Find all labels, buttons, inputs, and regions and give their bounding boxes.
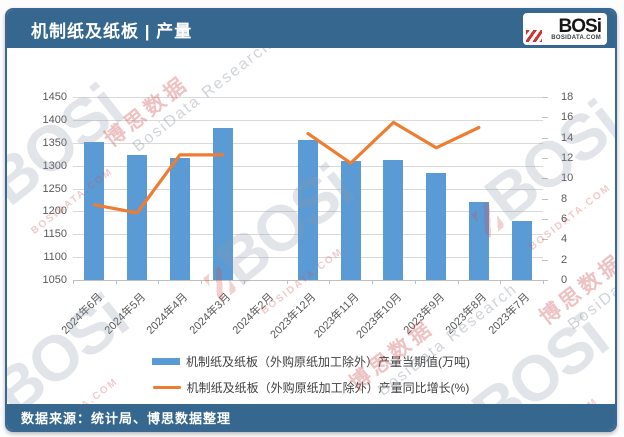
bar-2023年12月: [298, 140, 318, 280]
bar-2024年5月: [127, 155, 148, 280]
x-axis-tick: [543, 280, 544, 284]
legend-bar-label: 机制纸及纸板（外购原纸加工除外）产量当期值(万吨): [186, 355, 470, 369]
left-axis-tick-label: 1250: [42, 182, 67, 195]
left-axis-tick-label: 1200: [42, 205, 67, 218]
x-axis-label: 2024年6月: [59, 291, 105, 337]
bar-2023年7月: [511, 221, 532, 280]
bosi-logo: BOSi BOSIDATA.COM: [523, 13, 607, 45]
report-card: 机制纸及纸板 | 产量 BOSi BOSIDATA.COM BOSi BOSIDA…: [5, 8, 617, 432]
x-axis-tick: [500, 280, 502, 284]
right-axis-tick-label: 16: [561, 111, 574, 124]
page-title: 机制纸及纸板 | 产量: [31, 21, 193, 41]
x-axis-label: 2024年3月: [187, 291, 234, 337]
bar-2023年9月: [426, 172, 447, 280]
right-axis-tick-label: 4: [561, 233, 568, 246]
gridline: [73, 97, 543, 98]
bar-2023年10月: [383, 160, 404, 280]
x-axis-line: [73, 280, 543, 281]
legend-item-line: 机制纸及纸板（外购原纸加工除外）产量同比增长(%): [152, 379, 470, 396]
x-axis-tick: [201, 280, 203, 284]
left-axis-tick-label: 1450: [42, 91, 67, 103]
x-axis-tick: [115, 280, 117, 284]
legend-bar-swatch-icon: [152, 358, 180, 365]
right-axis-tick: [542, 280, 548, 281]
right-axis-tick-label: 0: [561, 274, 568, 286]
left-axis-tick-label: 1050: [42, 274, 67, 286]
left-axis-tick-label: 1350: [42, 136, 67, 149]
bar-2024年6月: [84, 141, 105, 280]
x-axis-tick: [73, 280, 74, 284]
logo-domain-text: BOSIDATA.COM: [551, 34, 601, 41]
x-axis-tick: [158, 280, 160, 284]
right-axis-tick: [542, 137, 548, 139]
bar-2023年8月: [468, 201, 489, 280]
legend: 机制纸及纸板（外购原纸加工除外）产量当期值(万吨) 机制纸及纸板（外购原纸加工除…: [7, 353, 615, 396]
right-axis-tick: [542, 117, 548, 119]
plot-area: [73, 97, 548, 284]
x-axis-tick: [286, 280, 288, 284]
x-axis-tick: [414, 280, 416, 284]
bar-2024年3月: [212, 127, 233, 280]
gridline: [73, 119, 543, 121]
header-bar: 机制纸及纸板 | 产量 BOSi BOSIDATA.COM: [7, 10, 615, 48]
right-axis-tick: [542, 259, 548, 261]
logo-text: BOSi: [558, 15, 602, 37]
right-axis-tick-label: 18: [561, 91, 574, 103]
right-axis-labels: 18 16 14 12 10 8 6 4 2 0: [553, 91, 587, 286]
legend-line-swatch-icon: [152, 386, 181, 389]
x-axis-label: 2023年8月: [443, 291, 490, 337]
right-axis-tick: [542, 219, 548, 220]
line-segment: [306, 120, 481, 165]
right-axis-tick: [542, 239, 548, 241]
footer-bar: 数据来源：统计局、博思数据整理: [7, 404, 615, 430]
line-series: [92, 120, 481, 215]
logo-stripes-icon: [526, 30, 542, 42]
x-axis-label: 2024年5月: [102, 291, 148, 337]
chart-panel: BOSi BOSIDATA.COM BOSi BOSIDATA.COM BOSi BOSI…: [7, 48, 615, 404]
right-axis-tick-label: 14: [561, 131, 574, 144]
left-axis-tick-label: 1300: [42, 159, 67, 172]
bar-2024年4月: [169, 157, 190, 280]
line-segment: [92, 153, 225, 215]
right-axis-tick-label: 12: [561, 152, 574, 164]
right-axis-tick-label: 8: [561, 192, 568, 205]
x-axis-label: 2024年4月: [144, 291, 191, 337]
legend-line-label: 机制纸及纸板（外购原纸加工除外）产量同比增长(%): [186, 381, 470, 395]
right-axis-tick: [542, 97, 548, 98]
x-axis-tick: [372, 280, 374, 284]
right-axis-tick-label: 6: [561, 213, 568, 225]
right-axis-tick-label: 10: [561, 172, 574, 185]
right-axis-tick-label: 2: [561, 253, 568, 266]
right-axis-tick: [542, 178, 548, 180]
x-axis-tick: [243, 280, 245, 284]
data-source: 数据来源：统计局、博思数据整理: [21, 410, 232, 426]
x-axis-label: 2023年7月: [486, 291, 533, 337]
x-axis-labels: 2024年6月 2024年5月 2024年4月 2024年3月 2024年2月 2023年…: [59, 97, 543, 341]
legend-item-bar: 机制纸及纸板（外购原纸加工除外）产量当期值(万吨): [152, 353, 470, 370]
bar-2023年11月: [340, 161, 361, 280]
right-axis-tick: [542, 158, 548, 159]
right-axis-tick: [542, 198, 548, 200]
left-axis-labels: 1450 1400 1350 1300 1250 1200 1150 1100 1050: [7, 91, 67, 286]
chart: 1450 1400 1350 1300 1250 1200 1150 1100 1050 18 1…: [7, 48, 615, 404]
left-axis-tick-label: 1100: [43, 251, 67, 264]
left-axis-tick-label: 1400: [42, 113, 67, 126]
x-axis-tick: [457, 280, 459, 284]
x-axis-tick: [329, 280, 331, 284]
x-axis-label: 2023年9月: [401, 291, 447, 337]
left-axis-tick-label: 1150: [43, 228, 67, 241]
